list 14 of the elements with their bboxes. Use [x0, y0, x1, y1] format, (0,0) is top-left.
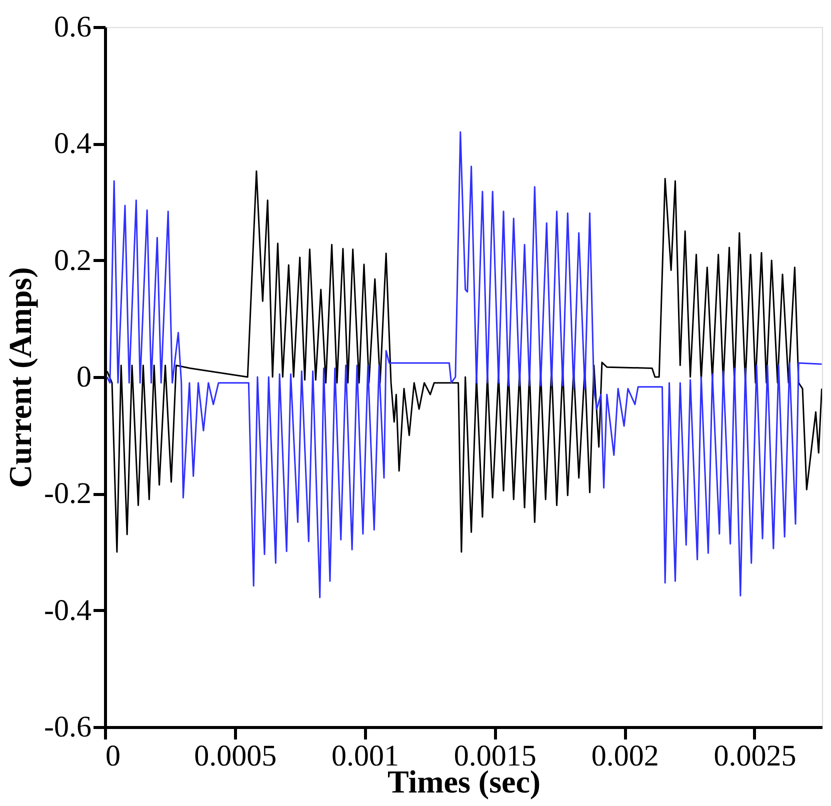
- y-tick-label: -0.4: [44, 594, 92, 627]
- x-tick-label: 0.001: [332, 740, 400, 772]
- x-tick-label: 0.0025: [714, 740, 796, 772]
- y-tick-label: 0.2: [54, 244, 92, 277]
- line-series: [106, 131, 822, 598]
- y-tick-label: 0.6: [54, 10, 92, 44]
- y-tick-label: -0.6: [44, 710, 92, 744]
- y-axis-title: Current (Amps): [2, 267, 38, 488]
- y-tick-label: 0.4: [54, 127, 92, 160]
- y-tick-label: -0.2: [44, 477, 92, 510]
- x-tick-label: 0.0005: [194, 740, 277, 772]
- y-tick-label: 0: [76, 360, 92, 394]
- x-tick-label: 0: [106, 740, 120, 772]
- x-tick-label: 0.002: [591, 740, 659, 772]
